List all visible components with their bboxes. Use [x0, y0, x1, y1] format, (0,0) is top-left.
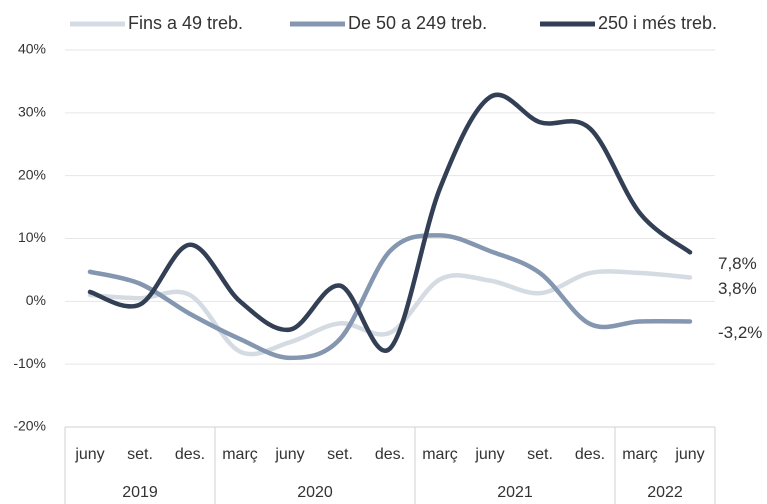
group-label: 2020	[297, 484, 333, 501]
y-tick-label: 30%	[18, 104, 46, 120]
value-label: -3,2%	[718, 323, 762, 342]
y-tick-label: 0%	[26, 292, 46, 308]
group-label: 2021	[497, 484, 533, 501]
series-line	[87, 269, 693, 357]
value-label: 3,8%	[718, 279, 757, 298]
x-tick-label: març	[622, 446, 658, 463]
x-tick-label: set.	[127, 446, 153, 463]
value-label: 7,8%	[718, 254, 757, 273]
x-tick-label: set.	[527, 446, 553, 463]
legend-label: De 50 a 249 treb.	[348, 13, 487, 33]
x-tick-label: set.	[327, 446, 353, 463]
series-line	[87, 233, 693, 361]
x-tick-label: juny	[474, 446, 504, 463]
y-tick-label: 20%	[18, 166, 46, 182]
legend-label: Fins a 49 treb.	[128, 13, 243, 33]
y-tick-label: 40%	[18, 41, 46, 57]
x-tick-label: juny	[674, 446, 704, 463]
x-tick-label: des.	[175, 446, 205, 463]
y-tick-label: -10%	[13, 355, 46, 371]
group-label: 2019	[122, 484, 158, 501]
x-tick-label: juny	[74, 446, 104, 463]
legend-label: 250 i més treb.	[598, 13, 717, 33]
x-tick-label: des.	[575, 446, 605, 463]
x-tick-label: març	[222, 446, 258, 463]
series-line	[87, 92, 693, 353]
y-tick-label: 10%	[18, 229, 46, 245]
y-tick-label: -20%	[13, 418, 46, 434]
group-label: 2022	[647, 484, 683, 501]
x-tick-label: des.	[375, 446, 405, 463]
x-tick-label: juny	[274, 446, 304, 463]
x-tick-label: març	[422, 446, 458, 463]
